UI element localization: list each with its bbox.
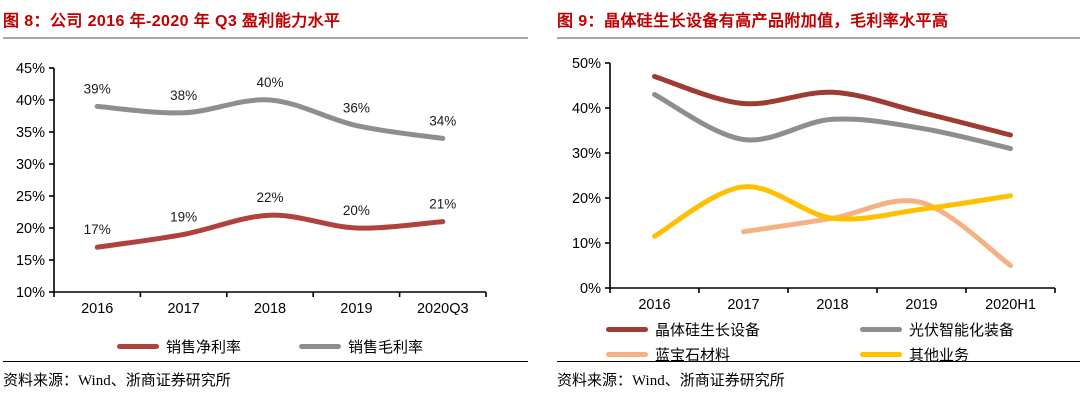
y-tick-label: 20% [16, 221, 45, 237]
data-label: 40% [256, 75, 283, 90]
legend-swatch [860, 327, 902, 332]
data-label: 34% [429, 113, 456, 128]
legend-label: 销售净利率 [165, 338, 241, 356]
figure-8-source: 资料来源：Wind、浙商证券研究所 [3, 373, 231, 389]
figure-8-source-divider [3, 361, 528, 362]
profitability-line-chart: 45% 40% 35% 30% 25% 20% 15% 10% 2016 2017 2018 2019… [16, 61, 487, 315]
y-tick-label: 30% [572, 146, 601, 162]
y-tick-label: 10% [16, 285, 45, 301]
y-tick-label: 40% [16, 93, 45, 109]
series-line-蓝宝石材料 [741, 198, 1013, 268]
figure-9-source: 资料来源：Wind、浙商证券研究所 [557, 373, 785, 389]
legend-item-蓝宝石材料: 蓝宝石材料 [605, 344, 760, 365]
y-tick-label: 40% [572, 101, 601, 117]
y-tick-label: 0% [580, 281, 601, 297]
legend-item-光伏智能化装备: 光伏智能化装备 [860, 319, 1014, 340]
legend-swatch [299, 344, 341, 349]
data-label: 38% [170, 88, 197, 103]
segment-margin-line-chart: 50% 40% 30% 20% 10% 0% 2016 2017 2018 2019 2020H1 [572, 56, 1056, 313]
figure-9-title: 图 9：晶体硅生长设备有高产品附加值，毛利率水平高 [557, 13, 949, 30]
y-tick-label: 20% [572, 191, 601, 207]
axis-lines [609, 63, 1055, 289]
x-category-label: 2020H1 [985, 297, 1036, 313]
data-label: 39% [84, 81, 111, 96]
x-category-label: 2016 [638, 297, 670, 313]
legend-label: 晶体硅生长设备 [654, 321, 760, 339]
data-label: 20% [343, 203, 370, 218]
figure-9-title-divider [557, 37, 1080, 39]
x-category-label: 2016 [81, 301, 113, 315]
data-label: 36% [343, 101, 370, 116]
legend-swatch [605, 352, 648, 357]
series-line-其他业务 [652, 184, 1013, 239]
data-label: 21% [429, 197, 456, 212]
figure-8-panel: 图 8：公司 2016 年-2020 年 Q3 盈利能力水平 45% 40% 35%… [0, 13, 540, 389]
y-tick-label: 10% [572, 236, 601, 252]
legend-swatch [116, 344, 159, 349]
legend-item-晶体硅生长设备: 晶体硅生长设备 [605, 319, 760, 340]
y-tick-label: 30% [16, 157, 45, 173]
data-label: 19% [170, 209, 197, 224]
series-line-销售净利率 [94, 212, 446, 250]
figure-8-legend: 销售净利率 销售毛利率 [0, 336, 540, 357]
x-category-label: 2018 [816, 297, 848, 313]
series-line-光伏智能化装备 [652, 92, 1013, 151]
figure-9-source-divider [557, 361, 1080, 362]
x-category-label: 2019 [905, 297, 937, 313]
x-category-label: 2017 [727, 297, 759, 313]
data-label: 22% [256, 190, 283, 205]
legend-item-销售毛利率: 销售毛利率 [299, 336, 423, 357]
data-label: 17% [84, 222, 111, 237]
figure-9-panel: 图 9：晶体硅生长设备有高产品附加值，毛利率水平高 50% 40% 30% 20% 10… [540, 0, 1080, 401]
y-tick-label: 35% [16, 125, 45, 141]
legend-swatch [605, 327, 648, 332]
legend-item-销售净利率: 销售净利率 [116, 336, 241, 357]
legend-label: 光伏智能化装备 [909, 321, 1015, 339]
x-category-label: 2019 [340, 301, 372, 315]
legend-swatch [860, 352, 902, 357]
figure-8-title: 图 8：公司 2016 年-2020 年 Q3 盈利能力水平 [3, 13, 341, 30]
series-line-晶体硅生长设备 [652, 74, 1013, 138]
legend-item-其他业务: 其他业务 [860, 344, 1014, 365]
y-tick-label: 45% [16, 61, 45, 77]
x-category-label: 2018 [254, 301, 286, 315]
figure-8-title-divider [3, 37, 528, 39]
figure-9-legend: 晶体硅生长设备 光伏智能化装备蓝宝石材料 其他业务 [540, 319, 1080, 365]
y-tick-label: 25% [16, 189, 45, 205]
series-line-销售毛利率 [94, 97, 446, 141]
y-tick-label: 15% [16, 253, 45, 269]
legend-label: 蓝宝石材料 [654, 346, 730, 364]
x-category-label: 2020Q3 [417, 301, 469, 315]
legend-label: 其他业务 [909, 346, 970, 364]
x-category-label: 2017 [167, 301, 199, 315]
legend-label: 销售毛利率 [348, 338, 424, 356]
y-tick-label: 50% [572, 56, 601, 72]
